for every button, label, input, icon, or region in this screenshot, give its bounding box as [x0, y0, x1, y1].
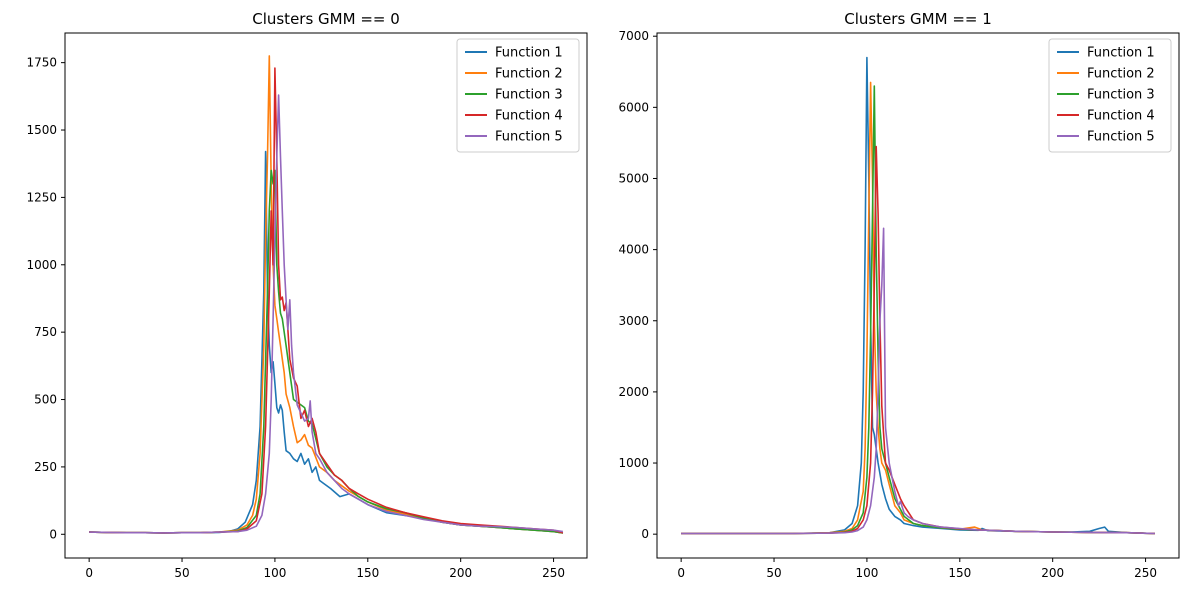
- axis-ticks: 0 50 100 150 200 250 0 250 500 750 1000 1250 1500 175…: [26, 56, 565, 580]
- x-tick-label: 200: [449, 566, 472, 580]
- x-tick-label: 0: [677, 566, 685, 580]
- y-tick-label: 1750: [26, 56, 57, 70]
- y-tick-label: 500: [34, 393, 57, 407]
- legend-label: Function 1: [1087, 46, 1155, 61]
- legend-label: Function 2: [1087, 67, 1155, 82]
- x-tick-label: 100: [263, 566, 286, 580]
- subplot-title: Clusters GMM == 1: [844, 10, 992, 28]
- x-tick-label: 150: [948, 566, 971, 580]
- y-tick-label: 0: [641, 527, 649, 541]
- y-tick-label: 250: [34, 460, 57, 474]
- y-tick-label: 1000: [618, 456, 649, 470]
- y-tick-label: 5000: [618, 171, 649, 185]
- subplot-clusters-gmm-0: Clusters GMM == 0 0 50 100 150 200 250 0 250 500…: [26, 10, 588, 580]
- x-tick-label: 50: [766, 566, 781, 580]
- y-tick-label: 750: [34, 325, 57, 339]
- series-line-function-5: [681, 227, 1155, 535]
- x-tick-label: 100: [855, 566, 878, 580]
- y-tick-label: 1250: [26, 190, 57, 204]
- series-line-function-5: [89, 94, 564, 534]
- legend-box: [1048, 38, 1172, 153]
- legend-label: Function 5: [495, 130, 563, 145]
- x-tick-label: 150: [356, 566, 379, 580]
- legend-label: Function 2: [495, 67, 563, 82]
- legend-label: Function 4: [1087, 109, 1155, 124]
- axis-ticks: 0 50 100 150 200 250 0 1000 2000 3000 4000 5000 6000…: [618, 29, 1157, 580]
- y-tick-label: 1000: [26, 258, 57, 272]
- y-tick-label: 2000: [618, 385, 649, 399]
- subplot-clusters-gmm-1: Clusters GMM == 1 0 50 100 150 200 250 0 1000 20…: [618, 10, 1180, 580]
- x-tick-label: 50: [174, 566, 189, 580]
- y-tick-label: 0: [49, 527, 57, 541]
- y-tick-label: 4000: [618, 243, 649, 257]
- y-tick-label: 3000: [618, 314, 649, 328]
- y-tick-label: 7000: [618, 29, 649, 43]
- axes-frame: [656, 32, 1180, 559]
- legend-label: Function 3: [495, 88, 563, 103]
- y-tick-label: 1500: [26, 123, 57, 137]
- axes-frame: [64, 32, 588, 559]
- x-tick-label: 200: [1041, 566, 1064, 580]
- legend-box: [456, 38, 580, 153]
- legend-label: Function 5: [1087, 130, 1155, 145]
- x-tick-label: 0: [85, 566, 93, 580]
- x-tick-label: 250: [1134, 566, 1157, 580]
- plot-area: [681, 56, 1155, 535]
- plot-area: [89, 55, 564, 534]
- y-tick-label: 6000: [618, 100, 649, 114]
- legend: Function 1 Function 2 Function 3 Function 4…: [1048, 38, 1172, 153]
- legend-label: Function 4: [495, 109, 563, 124]
- x-tick-label: 250: [542, 566, 565, 580]
- legend: Function 1 Function 2 Function 3 Function 4…: [456, 38, 580, 153]
- legend-label: Function 1: [495, 46, 563, 61]
- subplot-title: Clusters GMM == 0: [252, 10, 400, 28]
- legend-label: Function 3: [1087, 88, 1155, 103]
